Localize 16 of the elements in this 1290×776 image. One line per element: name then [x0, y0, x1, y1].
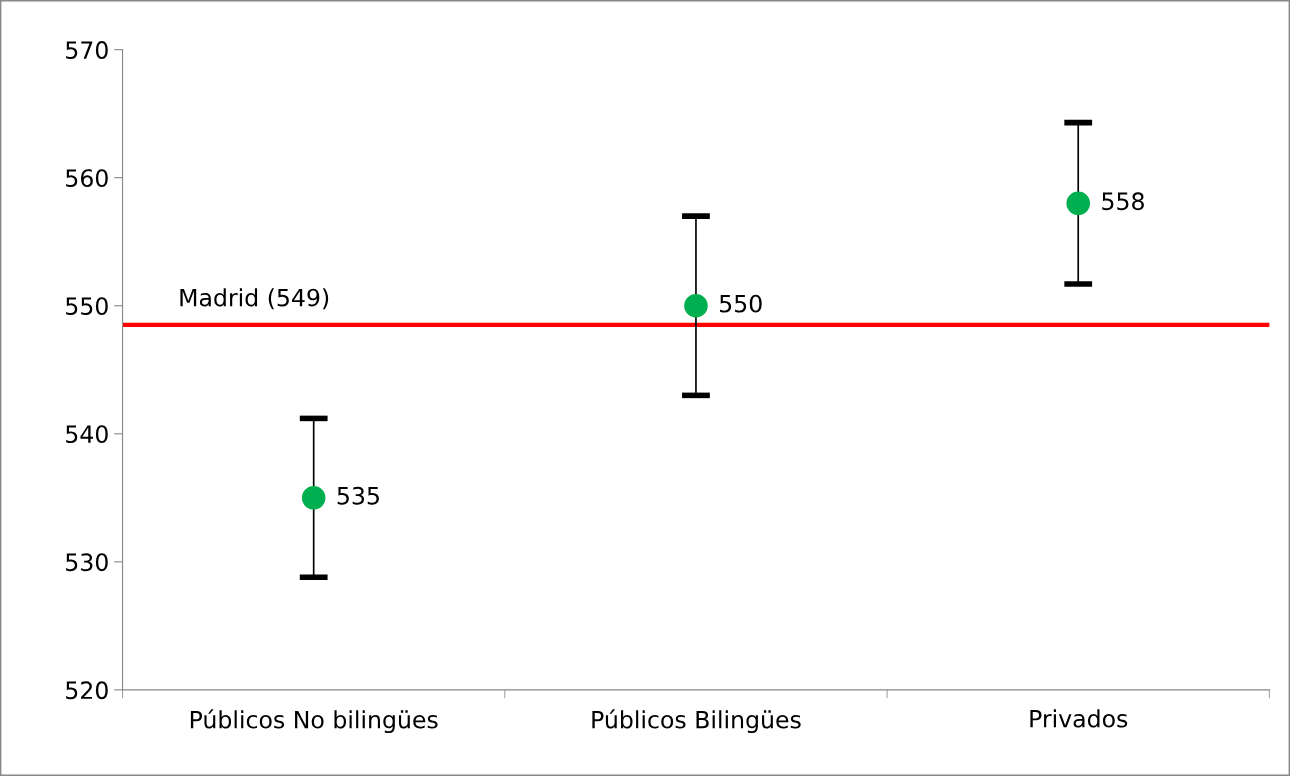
y-tick-label: 530 [66, 553, 108, 572]
x-tick-label: Privados [1030, 709, 1128, 728]
data-label: 558 [1102, 192, 1144, 211]
y-tick-label: 540 [66, 425, 108, 444]
point [1066, 191, 1091, 216]
ref-line-label: Madrid (549) [180, 288, 329, 310]
y-tick-label: 520 [66, 681, 108, 700]
point [301, 485, 326, 510]
y-tick-label: 550 [66, 297, 108, 316]
data-label: 535 [337, 486, 379, 505]
x-tick-label: Públicos Bilingües [592, 709, 801, 734]
x-tick-label: Públicos No bilingües [190, 709, 438, 734]
point [684, 293, 708, 318]
data-label: 550 [720, 294, 762, 313]
y-tick-label: 560 [66, 169, 108, 188]
y-tick-label: 570 [66, 41, 108, 59]
